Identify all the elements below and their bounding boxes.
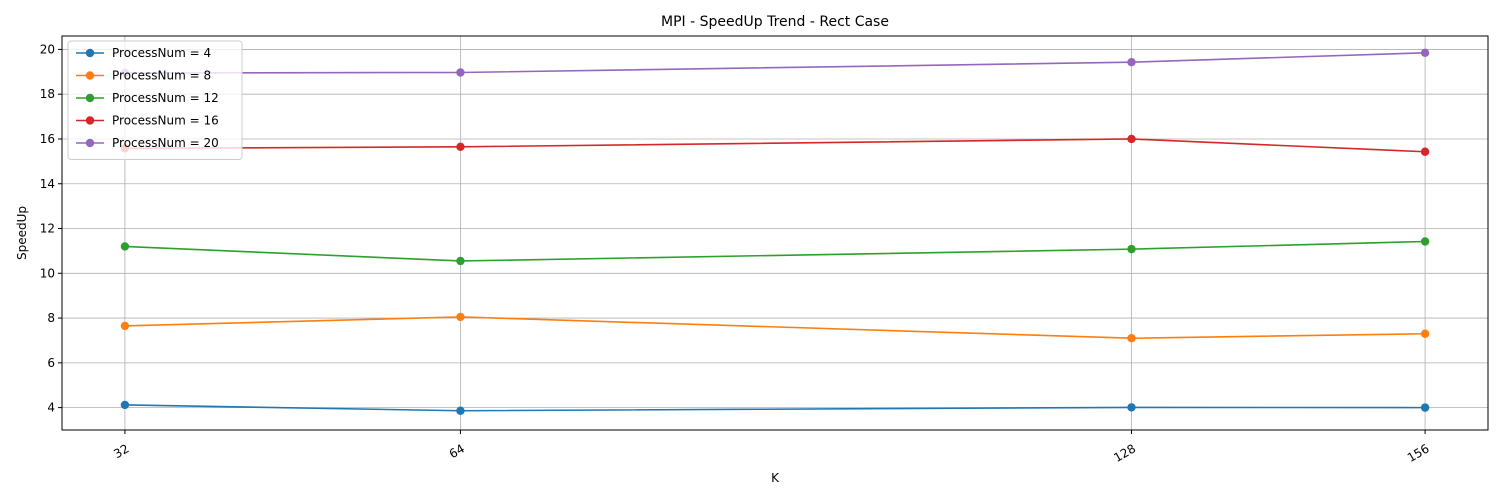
- y-tick-label: 18: [40, 87, 55, 101]
- data-point: [1420, 147, 1430, 156]
- series-1: [120, 312, 1430, 343]
- series-2: [120, 237, 1430, 266]
- legend-box: [67, 40, 243, 160]
- chart-title: MPI - SpeedUp Trend - Rect Case: [661, 14, 889, 30]
- x-axis-label: K: [771, 471, 780, 485]
- data-point: [456, 406, 465, 415]
- legend-item: ProcessNum = 12: [76, 91, 219, 105]
- data-point: [1127, 403, 1136, 412]
- legend-item: ProcessNum = 20: [76, 136, 219, 150]
- y-tick-label: 20: [40, 42, 55, 56]
- legend-marker: [85, 71, 95, 80]
- y-tick-label: 10: [40, 266, 55, 280]
- data-point: [120, 242, 130, 251]
- plot-frame: [61, 35, 1489, 431]
- series-line: [124, 138, 1426, 153]
- data-point: [1127, 134, 1136, 144]
- legend-marker: [85, 138, 95, 148]
- legend-item: ProcessNum = 16: [76, 114, 219, 128]
- legend-marker: [85, 48, 95, 58]
- series-0: [120, 400, 1430, 415]
- series-line: [124, 51, 1426, 74]
- axes: 32 64 128 156 4 6 8 10 12 14 16 18 20: [40, 42, 1432, 465]
- x-tick-label: 128: [1111, 441, 1138, 465]
- data-point: [456, 142, 465, 152]
- series-line: [124, 316, 1426, 340]
- series-4: [120, 48, 1430, 78]
- grid: [62, 36, 1488, 430]
- series-line: [124, 404, 1426, 412]
- x-tick-label: 156: [1405, 441, 1432, 465]
- x-tick-label: 32: [111, 441, 131, 461]
- data-point: [1127, 57, 1136, 67]
- y-tick-label: 14: [40, 177, 55, 191]
- data-point: [456, 256, 465, 266]
- data-point: [456, 312, 465, 322]
- data-point: [1420, 237, 1430, 246]
- y-tick-label: 12: [40, 222, 55, 236]
- legend-label: ProcessNum = 12: [112, 91, 219, 105]
- legend-label: ProcessNum = 16: [112, 114, 219, 128]
- y-tick-label: 8: [47, 311, 55, 325]
- data-point: [1420, 403, 1430, 412]
- legend-item: ProcessNum = 4: [76, 46, 211, 60]
- legend-label: ProcessNum = 4: [112, 46, 211, 60]
- y-tick-label: 6: [47, 356, 55, 370]
- data-point: [1420, 48, 1430, 57]
- legend: ProcessNum = 4 ProcessNum = 8 ProcessNum =…: [67, 40, 243, 160]
- legend-marker: [85, 93, 95, 103]
- legend-label: ProcessNum = 20: [112, 136, 219, 150]
- series-line: [124, 240, 1426, 262]
- data-point: [456, 68, 465, 77]
- data-point: [1420, 329, 1430, 338]
- legend-label: ProcessNum = 8: [112, 69, 211, 83]
- y-axis-label: SpeedUp: [15, 206, 29, 260]
- series-3: [120, 134, 1430, 156]
- data-point: [1127, 334, 1136, 343]
- y-tick-label: 4: [47, 401, 55, 415]
- legend-item: ProcessNum = 8: [76, 69, 211, 83]
- data-point: [120, 400, 130, 410]
- x-tick-label: 64: [447, 441, 467, 461]
- y-tick-label: 16: [40, 132, 55, 146]
- data-point: [120, 321, 130, 331]
- data-point: [1127, 244, 1136, 254]
- series-layer: [120, 48, 1430, 415]
- legend-marker: [85, 116, 95, 125]
